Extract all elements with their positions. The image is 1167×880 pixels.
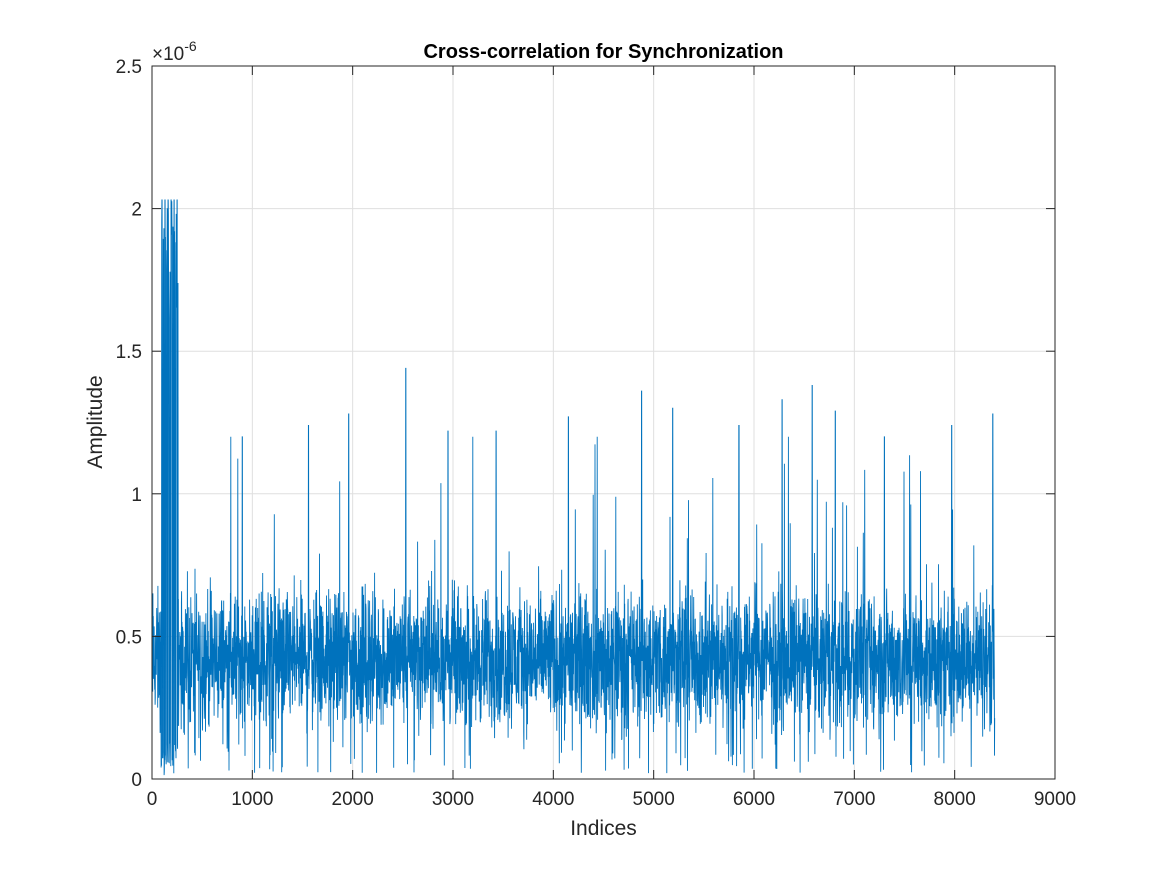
chart-title: Cross-correlation for Synchronization: [423, 41, 783, 63]
x-tick-label: 1000: [231, 789, 273, 810]
series-line: [151, 199, 996, 776]
y-tick-label: 0.5: [116, 627, 142, 648]
y-tick-label: 2: [131, 200, 142, 221]
x-tick-label: 2000: [332, 789, 374, 810]
y-tick-label: 0: [131, 770, 142, 791]
axes: [151, 65, 1056, 780]
x-tick-label: 7000: [833, 789, 875, 810]
x-tick-label: 0: [147, 789, 158, 810]
y-exponent-power: -6: [184, 38, 197, 54]
x-tick-label: 5000: [633, 789, 675, 810]
plot-area: [151, 199, 996, 776]
y-tick-label: 1: [131, 485, 142, 506]
y-axis-exponent: ×10-6: [152, 38, 197, 65]
tick-labels: 0 1000 2000 3000 4000 5000 6000 7000 8000 9000 0 0.…: [116, 57, 1077, 810]
y-exponent-base: ×10: [152, 44, 184, 65]
y-tick-label: 2.5: [116, 57, 142, 78]
x-axis-label: Indices: [570, 817, 637, 840]
axes-box: [151, 65, 1056, 780]
x-tick-label: 4000: [532, 789, 574, 810]
x-tick-label: 8000: [934, 789, 976, 810]
y-tick-label: 1.5: [116, 342, 142, 363]
x-tick-label: 9000: [1034, 789, 1076, 810]
x-tick-label: 3000: [432, 789, 474, 810]
x-tick-label: 6000: [733, 789, 775, 810]
y-axis-label: Amplitude: [84, 375, 107, 468]
